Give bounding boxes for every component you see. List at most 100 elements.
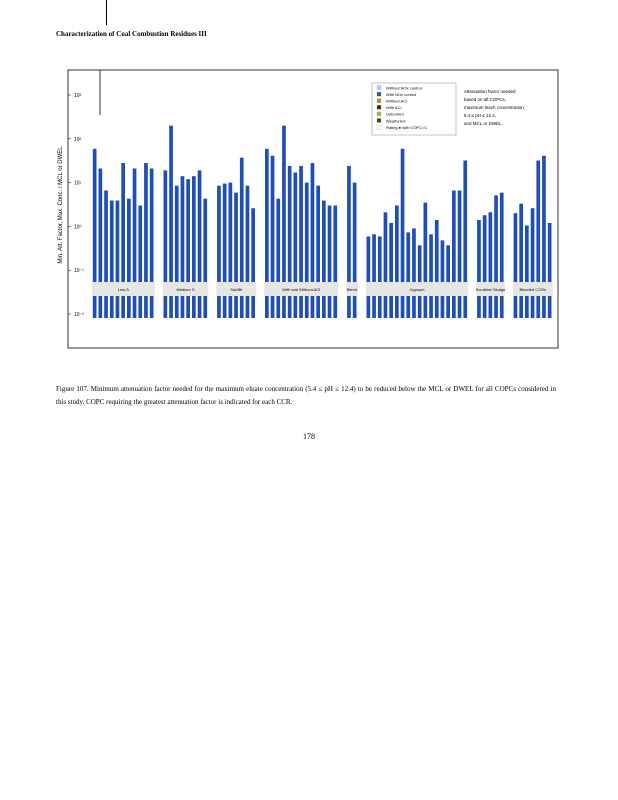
bar [457,190,462,318]
legend-swatch [376,124,382,130]
bar [121,163,125,318]
bar [104,190,108,318]
bar [239,157,244,318]
bar [203,198,208,318]
legend-box [371,82,457,136]
bar [245,185,250,318]
group-band [162,282,209,296]
bar [383,212,388,318]
bar [222,183,227,318]
bar [440,240,445,318]
bar [366,236,371,318]
legend-swatch [376,85,382,90]
legend-label: Without ACI [386,99,407,104]
bar [400,148,405,318]
legend-swatch [376,118,382,123]
bar [92,148,97,318]
legend-swatch [376,98,382,103]
bar [434,219,439,318]
bar [477,219,481,318]
bar [109,200,114,318]
bar [482,215,487,318]
bar [192,176,196,318]
group-label: Low S [118,287,129,292]
bar [270,155,275,318]
bar [327,205,332,318]
group-label: SubBit [230,287,243,292]
bar [412,228,416,318]
annotation: Attenuation factor needed [464,89,516,94]
bar [265,148,269,318]
legend-label: Rating ● with COPC=C [386,125,427,130]
bar [542,155,546,318]
bar [463,160,468,318]
bar [513,213,518,318]
bar [429,234,433,318]
group-label: Gypsum [410,287,426,292]
running-header: Characterization of Coal Combustion Resi… [56,30,207,38]
group-band [264,282,339,296]
bar [186,179,190,318]
bar [316,185,320,318]
bar [530,208,535,318]
bar [347,165,351,318]
y-axis-label: Min. Att. Factor, Max. Conc. / MCL or DW… [58,146,64,264]
bar [299,165,303,318]
group-band [512,282,553,296]
bar [377,236,382,318]
annotation: based on all COPCs, [464,97,506,102]
bar [395,205,399,318]
bar [423,202,428,318]
bar [217,185,221,318]
legend-swatch [376,91,382,97]
legend-swatch [376,111,382,117]
figure: Min. Att. Factor, Max. Conc. / MCL or DW… [58,69,559,349]
annotation: and MCL or DWEL. [464,121,503,126]
bar [519,203,523,318]
bar [547,222,552,318]
bar [293,172,298,318]
bar [389,222,393,318]
bar [144,163,148,318]
figure-frame [67,69,559,349]
legend-label: With NOx control [386,92,416,97]
y-tick-label: 10¹ [74,181,82,187]
group-label: Scrubber Sludge [476,287,507,292]
bar [352,182,357,318]
group-label: Blended CCRs [520,287,546,292]
group-band [92,282,155,296]
bar [406,232,411,318]
bar [372,234,376,318]
bar [310,163,315,318]
group-band [476,282,505,296]
bar [163,170,168,318]
bar [417,245,422,318]
bar [488,212,493,318]
bar [234,192,238,318]
bar [251,208,255,318]
bar [169,125,173,318]
bar [494,195,498,318]
legend-swatch [376,105,382,110]
figure-caption: Figure 107. Minimum attenuation factor n… [56,385,556,406]
bar [282,125,286,318]
group-band [216,282,257,296]
legend-label: With ACI [386,105,402,110]
rule [106,0,107,25]
y-tick-label: 10² [74,137,82,143]
bar [446,245,450,318]
legend-label: Unburned [386,112,404,117]
y-tick-label: 10⁻¹ [74,268,84,274]
bar [180,176,185,318]
bar [228,182,233,318]
bar [138,205,143,318]
bar [322,200,326,318]
y-tick-label: 10³ [74,93,82,99]
bar [149,168,154,318]
bar [174,185,179,318]
group-label: Medium S [176,287,194,292]
y-tick-label: 10⁰ [74,224,82,230]
bar [197,170,202,318]
annotation: maximum leach concentration, [464,105,525,110]
